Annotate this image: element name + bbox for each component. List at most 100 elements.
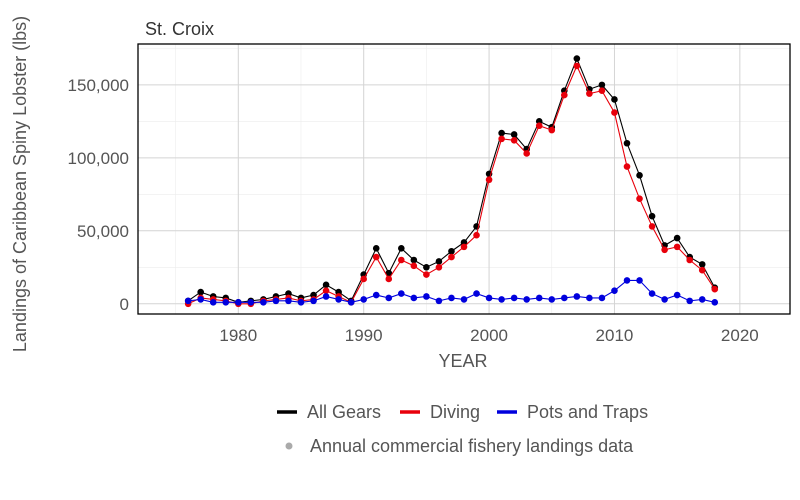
data-point xyxy=(423,293,430,300)
data-point xyxy=(598,294,606,302)
data-point xyxy=(698,261,706,268)
data-point xyxy=(573,62,581,70)
data-point xyxy=(586,294,593,302)
data-point xyxy=(448,247,455,255)
data-point xyxy=(535,122,543,130)
data-point xyxy=(686,256,693,264)
legend-label: Pots and Traps xyxy=(527,402,648,422)
data-point xyxy=(372,245,380,252)
data-point xyxy=(423,271,430,278)
data-point xyxy=(235,299,242,306)
data-point xyxy=(523,296,530,303)
data-point xyxy=(510,294,518,302)
x-axis-title: YEAR xyxy=(438,351,487,371)
data-point xyxy=(523,150,530,157)
data-point xyxy=(460,243,468,251)
data-point xyxy=(310,297,317,305)
data-point xyxy=(598,81,606,89)
data-point xyxy=(260,299,267,306)
data-point xyxy=(698,266,706,274)
legend-note-text: Annual commercial fishery landings data xyxy=(310,436,634,456)
plot-panel xyxy=(138,44,790,314)
data-point xyxy=(573,293,581,300)
data-point xyxy=(623,139,631,147)
data-point xyxy=(398,256,405,264)
data-point xyxy=(322,293,330,300)
legend-note-marker xyxy=(285,442,293,450)
data-point xyxy=(661,246,668,254)
data-point xyxy=(435,297,443,305)
data-point xyxy=(197,288,204,296)
data-point xyxy=(410,262,418,270)
data-point xyxy=(322,281,330,289)
data-point xyxy=(573,55,581,62)
data-point xyxy=(209,299,217,306)
data-point xyxy=(410,294,418,302)
data-point xyxy=(360,275,367,283)
data-point xyxy=(410,256,418,264)
y-tick-label: 150,000 xyxy=(68,76,129,95)
data-point xyxy=(611,96,618,103)
data-point xyxy=(636,195,643,203)
x-tick-label: 2020 xyxy=(721,326,759,345)
y-ticks: 0 50,000 100,000 150,000 xyxy=(68,76,129,314)
x-tick-label: 2010 xyxy=(596,326,634,345)
data-point xyxy=(448,294,455,302)
data-point xyxy=(561,294,568,302)
data-point xyxy=(498,135,505,143)
x-tick-label: 2000 xyxy=(470,326,508,345)
data-point xyxy=(586,90,593,97)
data-point xyxy=(648,290,656,297)
data-point xyxy=(347,299,355,306)
grid xyxy=(138,44,790,314)
data-point xyxy=(473,290,480,297)
data-point xyxy=(297,299,305,306)
y-axis-title: Landings of Caribbean Spiny Lobster (lbs… xyxy=(10,16,30,352)
chart-title: St. Croix xyxy=(145,19,214,39)
data-point xyxy=(711,299,719,306)
data-point xyxy=(661,296,668,303)
y-tick-label: 0 xyxy=(120,295,129,314)
data-point xyxy=(184,297,192,305)
data-point xyxy=(485,294,493,302)
data-point xyxy=(673,291,681,299)
legend-label: Diving xyxy=(430,402,480,422)
data-point xyxy=(435,258,443,265)
data-point xyxy=(636,172,643,179)
x-tick-label: 1980 xyxy=(219,326,257,345)
data-point xyxy=(423,263,430,271)
legend-note: Annual commercial fishery landings data xyxy=(285,436,634,456)
data-point xyxy=(561,91,568,99)
data-point xyxy=(673,243,681,251)
data-point xyxy=(623,277,631,284)
data-point xyxy=(711,285,719,293)
y-tick-label: 100,000 xyxy=(68,149,129,168)
data-point xyxy=(372,291,380,299)
series-layer xyxy=(184,55,719,308)
x-ticks: 1980 1990 2000 2010 2020 xyxy=(219,326,758,345)
data-point xyxy=(698,296,706,303)
data-point xyxy=(548,126,556,134)
data-point xyxy=(285,297,292,305)
data-point xyxy=(648,223,656,230)
data-point xyxy=(435,263,443,271)
x-tick-label: 1990 xyxy=(345,326,383,345)
data-point xyxy=(686,297,693,305)
data-point xyxy=(548,296,556,303)
data-point xyxy=(360,296,367,303)
legend-label: All Gears xyxy=(307,402,381,422)
legend: All Gears Diving Pots and Traps xyxy=(277,402,648,422)
data-point xyxy=(673,234,681,242)
data-point xyxy=(222,299,230,306)
data-point xyxy=(648,212,656,220)
data-point xyxy=(510,131,518,138)
data-point xyxy=(485,176,493,184)
data-point xyxy=(385,269,393,277)
data-point xyxy=(322,287,330,294)
data-point xyxy=(498,129,505,137)
data-point xyxy=(611,109,618,116)
data-point xyxy=(460,296,468,303)
data-point xyxy=(448,253,455,261)
data-point xyxy=(247,299,255,306)
